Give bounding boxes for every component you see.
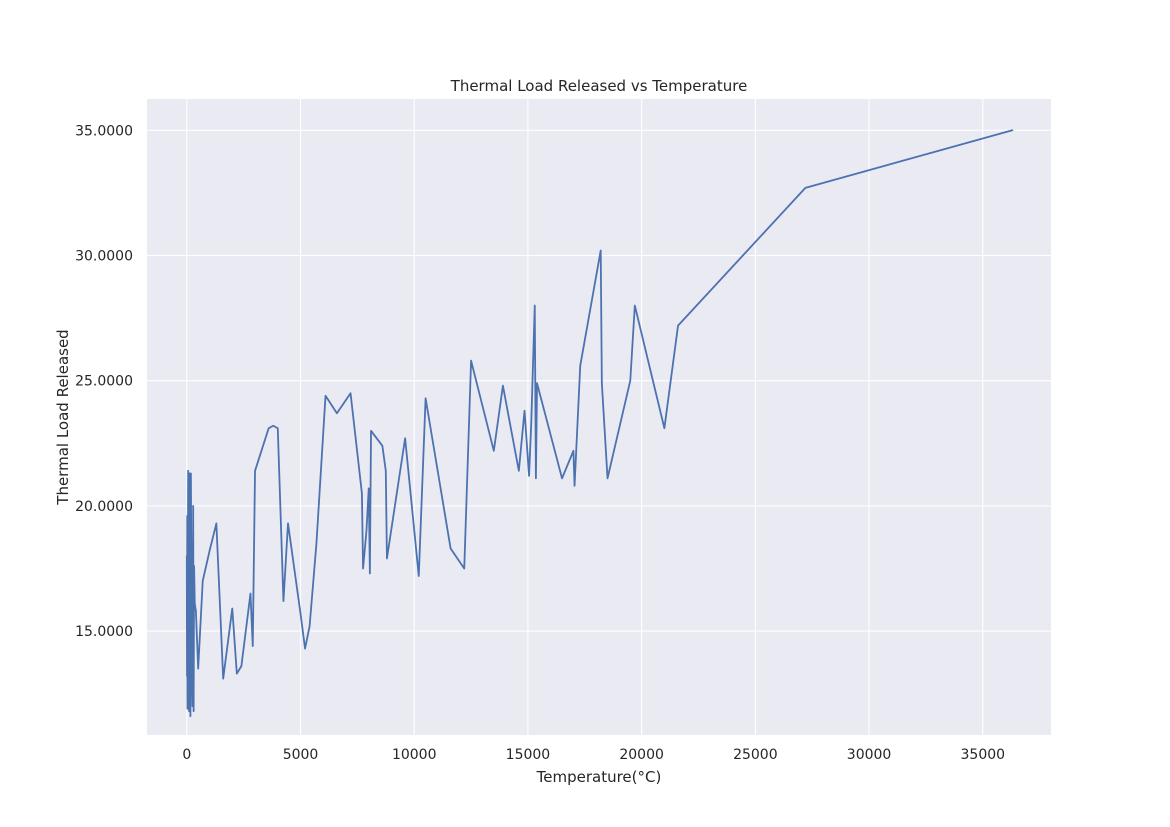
y-tick-label: 30.0000 — [75, 248, 133, 264]
x-tick-label: 25000 — [733, 747, 778, 763]
x-tick-label: 0 — [182, 747, 191, 763]
x-tick-label: 15000 — [506, 747, 551, 763]
series-line — [185, 129, 1014, 718]
y-tick-label: 20.0000 — [75, 499, 133, 515]
plot-area — [147, 99, 1051, 735]
grid-lines — [147, 99, 1051, 735]
x-tick-label: 5000 — [283, 747, 319, 763]
x-tick-label: 10000 — [392, 747, 437, 763]
x-tick-label: 20000 — [619, 747, 664, 763]
tick-labels: 0 5000 10000 15000 20000 25000 30000 35000 15.00… — [75, 123, 1005, 763]
x-tick-label: 30000 — [847, 747, 892, 763]
y-axis-label: Thermal Load Released — [54, 329, 72, 505]
y-tick-label: 25.0000 — [75, 374, 133, 390]
y-tick-label: 35.0000 — [75, 123, 133, 139]
x-tick-label: 35000 — [961, 747, 1006, 763]
chart-title: Thermal Load Released vs Temperature — [450, 77, 748, 95]
x-axis-label: Temperature(°C) — [536, 768, 662, 786]
y-tick-label: 15.0000 — [75, 624, 133, 640]
series-layer — [185, 129, 1014, 718]
